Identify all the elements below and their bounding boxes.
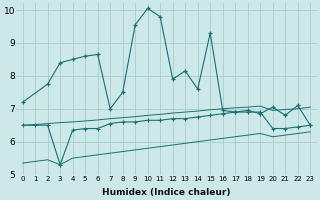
X-axis label: Humidex (Indice chaleur): Humidex (Indice chaleur) xyxy=(102,188,231,197)
